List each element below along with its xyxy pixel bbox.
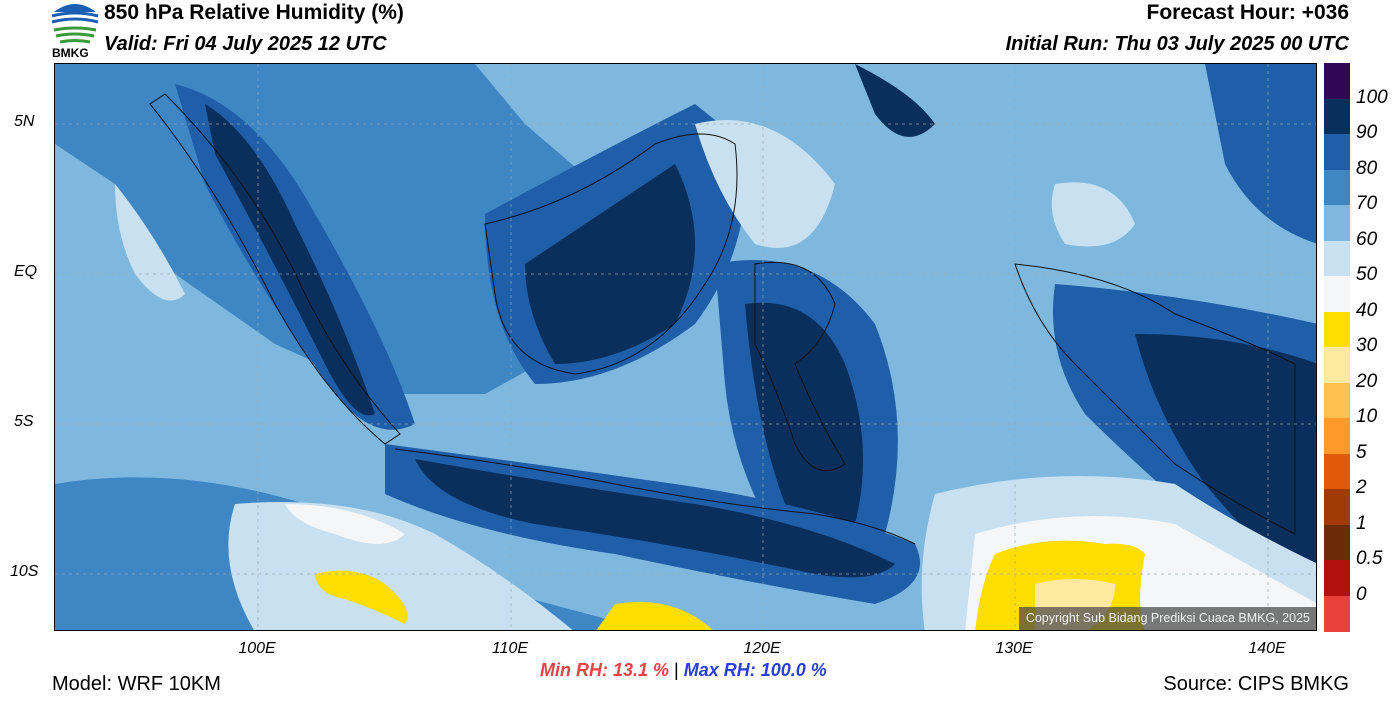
lat-label-5n: 5N [14, 113, 35, 130]
max-rh: Max RH: 100.0 % [683, 660, 827, 680]
lat-label-5s: 5S [14, 413, 34, 430]
legend-label: 10 [1356, 406, 1378, 427]
legend-swatch [1324, 240, 1350, 277]
legend-swatch [1324, 595, 1350, 632]
legend-label: 5 [1356, 441, 1367, 463]
legend-swatch [1324, 169, 1350, 206]
forecast-hour: Forecast Hour: +036 [1146, 1, 1350, 24]
legend-swatch [1324, 489, 1350, 525]
legend-swatch [1324, 453, 1350, 490]
legend-label: 50 [1356, 264, 1378, 285]
legend-label: 70 [1356, 193, 1378, 214]
legend-swatch [1324, 205, 1350, 241]
lat-label-eq: EQ [14, 263, 38, 280]
lon-label-120e: 120E [743, 640, 781, 657]
legend-swatch [1324, 98, 1350, 135]
color-legend [1324, 63, 1350, 632]
rh-stats: Min RH: 13.1 % | Max RH: 100.0 % [540, 660, 827, 681]
page-title: 850 hPa Relative Humidity (%) [104, 1, 404, 24]
legend-swatch [1324, 524, 1350, 561]
legend-swatch [1324, 276, 1350, 312]
lon-label-130e: 130E [995, 640, 1033, 657]
legend-swatch [1324, 134, 1350, 170]
legend-swatch [1324, 382, 1350, 419]
model-label: Model: WRF 10KM [52, 673, 221, 695]
lat-label-10s: 10S [10, 563, 39, 580]
legend-label: 30 [1356, 335, 1378, 356]
bmkg-logo-icon [50, 0, 100, 60]
legend-label: 80 [1356, 157, 1378, 179]
legend-label: 40 [1356, 299, 1378, 321]
legend-swatch [1324, 347, 1350, 383]
legend-label: 90 [1356, 122, 1378, 143]
legend-swatch [1324, 311, 1350, 348]
legend-swatch [1324, 63, 1350, 99]
legend-label: 1 [1356, 512, 1367, 534]
lon-label-140e: 140E [1248, 640, 1286, 657]
logo-text: BMKG [52, 46, 89, 60]
humidity-field [55, 64, 1316, 630]
lon-label-110e: 110E [491, 640, 529, 657]
legend-swatch [1324, 418, 1350, 454]
valid-time: Valid: Fri 04 July 2025 12 UTC [104, 33, 387, 55]
stats-separator: | [674, 660, 679, 680]
copyright-notice: Copyright Sub Bidang Prediksi Cuaca BMKG… [1018, 607, 1316, 630]
initial-run: Initial Run: Thu 03 July 2025 00 UTC [1005, 33, 1349, 55]
legend-label: 20 [1356, 370, 1378, 392]
legend-label: 60 [1356, 228, 1378, 250]
humidity-map: Copyright Sub Bidang Prediksi Cuaca BMKG… [54, 63, 1317, 631]
legend-label: 0 [1356, 583, 1367, 605]
source-label: Source: CIPS BMKG [1163, 673, 1349, 695]
legend-label: 2 [1356, 477, 1367, 498]
legend-label: 100 [1356, 86, 1388, 108]
min-rh: Min RH: 13.1 % [540, 660, 670, 680]
lon-label-100e: 100E [238, 640, 276, 657]
legend-label: 0.5 [1356, 548, 1383, 569]
legend-swatch [1324, 560, 1350, 596]
